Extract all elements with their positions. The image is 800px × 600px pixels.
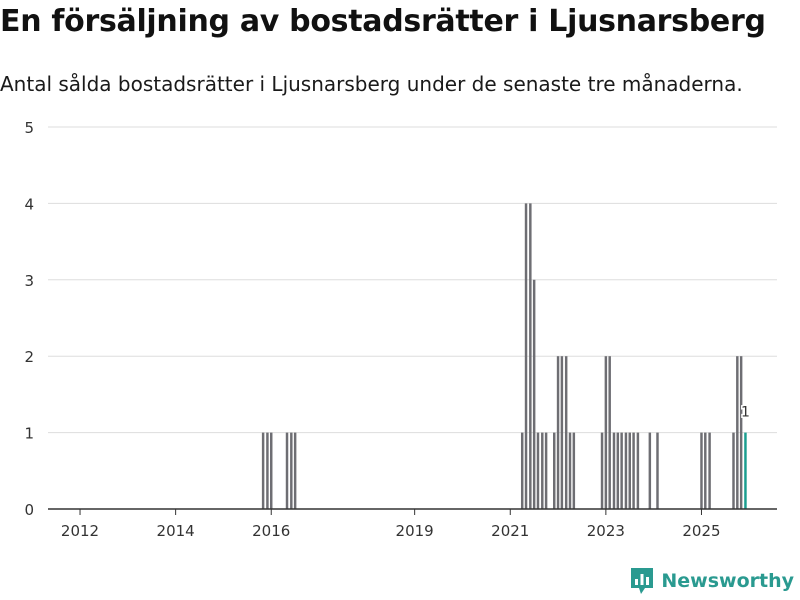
- bar: [261, 432, 265, 509]
- bar: [285, 432, 289, 509]
- x-tick-label: 2025: [682, 522, 720, 540]
- bar: [532, 279, 536, 509]
- bar: [564, 356, 568, 509]
- y-tick-label: 3: [24, 272, 34, 290]
- bar: [708, 432, 711, 509]
- page-title: En försäljning av bostadsrätter i Ljusna…: [0, 4, 766, 39]
- bar: [700, 432, 703, 509]
- page-subtitle: Antal sålda bostadsrätter i Ljusnarsberg…: [0, 72, 743, 96]
- y-tick-label: 1: [24, 425, 34, 443]
- bars: [261, 203, 747, 509]
- bar: [736, 356, 739, 509]
- x-axis: 2012 2014 2016 2019 2021 2023 2025: [48, 508, 777, 540]
- x-tick-label: 2016: [252, 522, 290, 540]
- bar: [656, 432, 659, 509]
- bar: [624, 432, 628, 509]
- bar: [636, 432, 640, 509]
- brand-logo: Newsworthy: [629, 566, 794, 596]
- bar: [541, 432, 544, 509]
- bar: [560, 356, 564, 509]
- bar: [704, 432, 707, 509]
- bar-highlight: [744, 432, 747, 509]
- data-label: 1: [741, 405, 750, 421]
- bar-chart: 0 1 2 3 4 5 2012 2014 2016 2019 2021 2023 2025 1: [24, 119, 777, 540]
- y-tick-label: 2: [24, 348, 34, 366]
- bar: [520, 432, 524, 509]
- bar: [293, 432, 297, 509]
- bar: [270, 432, 273, 509]
- bar: [536, 432, 540, 509]
- y-tick-label: 4: [24, 195, 34, 213]
- bar: [608, 356, 611, 509]
- bar: [632, 432, 635, 509]
- bar: [524, 203, 528, 509]
- gridlines: [48, 126, 777, 434]
- data-labels: 1: [739, 403, 751, 422]
- bar: [739, 356, 743, 509]
- brand-name: Newsworthy: [661, 570, 794, 592]
- x-tick-label: 2021: [491, 522, 529, 540]
- bar: [568, 432, 572, 509]
- bar: [604, 356, 608, 509]
- bar: [648, 432, 652, 509]
- bar: [266, 432, 269, 509]
- y-tick-label: 5: [24, 119, 34, 137]
- bar: [628, 432, 632, 509]
- bar: [620, 432, 623, 509]
- bar: [612, 432, 616, 509]
- x-tick-label: 2014: [157, 522, 195, 540]
- bar: [616, 432, 620, 509]
- bar: [556, 356, 560, 509]
- y-tick-label: 0: [24, 501, 34, 519]
- bar: [572, 432, 576, 509]
- bar: [529, 203, 532, 509]
- y-axis: 0 1 2 3 4 5: [24, 119, 34, 519]
- x-tick-label: 2012: [61, 522, 99, 540]
- bar: [732, 432, 735, 509]
- bar: [553, 432, 556, 509]
- x-tick-label: 2019: [396, 522, 434, 540]
- bar: [544, 432, 548, 509]
- bar: [600, 432, 604, 509]
- x-tick-label: 2023: [587, 522, 625, 540]
- bar: [290, 432, 293, 509]
- newsworthy-logo-icon: [631, 568, 654, 594]
